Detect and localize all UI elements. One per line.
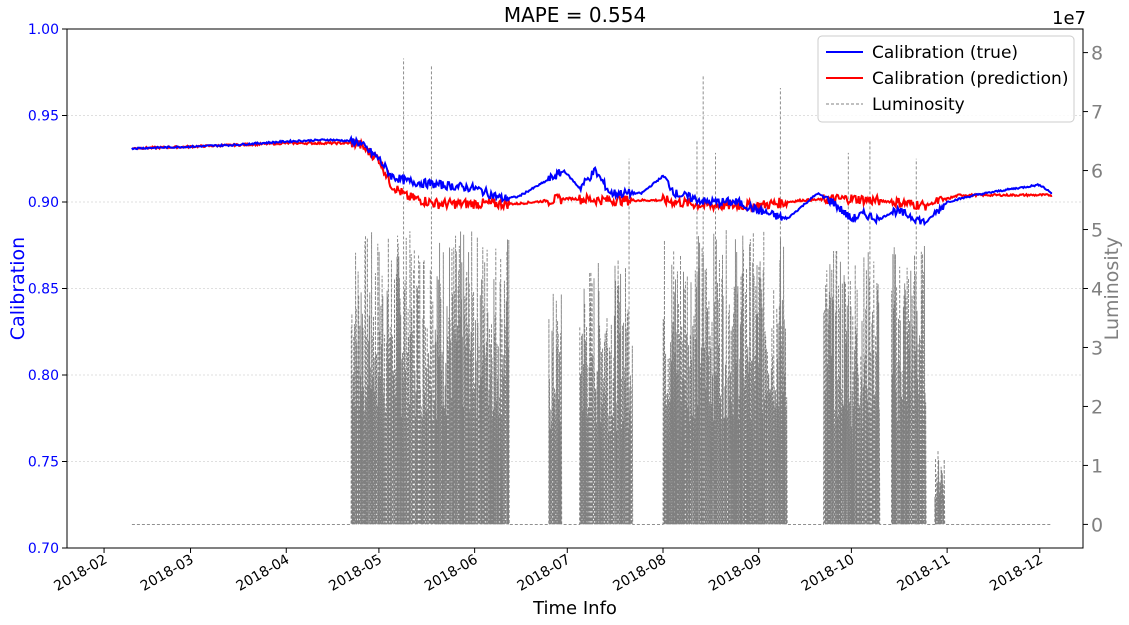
- y-axis-title-right: Luminosity: [1101, 237, 1123, 341]
- x-axis-ticks: 2018-02 2018-03 2018-04 2018-05 2018-06 2018-…: [51, 548, 1046, 595]
- right-tick-label: 1: [1091, 455, 1103, 477]
- right-tick-label: 7: [1091, 102, 1103, 124]
- right-tick-label: 6: [1091, 161, 1103, 183]
- right-tick-label: 2: [1091, 396, 1103, 418]
- legend-label: Luminosity: [872, 95, 965, 115]
- grid-lines: [67, 115, 1083, 462]
- right-tick-label: 0: [1091, 514, 1103, 536]
- x-tick-label: 2018-09: [706, 552, 765, 595]
- right-tick-label: 5: [1091, 220, 1103, 242]
- x-tick-label: 2018-10: [799, 552, 858, 595]
- right-axis-ticks: 0 1 2 3 4 5 6 7 8: [1083, 43, 1103, 536]
- left-tick-label: 0.80: [28, 368, 59, 384]
- chart-title: MAPE = 0.554: [504, 3, 646, 27]
- x-tick-label: 2018-07: [515, 552, 574, 595]
- legend-label: Calibration (prediction): [872, 69, 1068, 89]
- luminosity-line: [131, 229, 1053, 525]
- right-tick-label: 3: [1091, 337, 1103, 359]
- x-tick-label: 2018-06: [422, 552, 481, 595]
- x-tick-label: 2018-05: [326, 552, 385, 595]
- left-tick-label: 0.70: [28, 541, 59, 557]
- left-tick-label: 0.90: [28, 195, 59, 211]
- true-series: [131, 134, 1053, 227]
- y-axis-title-left: Calibration: [7, 237, 29, 340]
- right-tick-label: 4: [1091, 279, 1103, 301]
- true-line: [131, 134, 1053, 227]
- x-tick-label: 2018-12: [987, 552, 1046, 595]
- x-tick-label: 2018-02: [51, 552, 110, 595]
- right-tick-label: 8: [1091, 43, 1103, 65]
- legend-label: Calibration (true): [872, 43, 1018, 63]
- x-tick-label: 2018-04: [234, 552, 293, 595]
- prediction-line: [131, 137, 1053, 214]
- prediction-series: [131, 137, 1053, 214]
- x-tick-label: 2018-03: [138, 552, 197, 595]
- luminosity-series: [131, 58, 1053, 525]
- left-axis-ticks: 0.70 0.75 0.80 0.85 0.90 0.95 1.00: [28, 22, 67, 557]
- x-tick-label: 2018-08: [610, 552, 669, 595]
- legend-box: [817, 35, 1075, 123]
- x-axis-title: Time Info: [532, 598, 617, 619]
- right-axis-offset-label: 1e7: [1052, 8, 1086, 29]
- left-tick-label: 0.95: [28, 109, 59, 125]
- legend: Calibration (true) Calibration (predictio…: [817, 35, 1075, 123]
- left-tick-label: 1.00: [28, 22, 59, 38]
- left-tick-label: 0.75: [28, 455, 59, 471]
- x-tick-label: 2018-11: [894, 552, 953, 595]
- left-tick-label: 0.85: [28, 282, 59, 298]
